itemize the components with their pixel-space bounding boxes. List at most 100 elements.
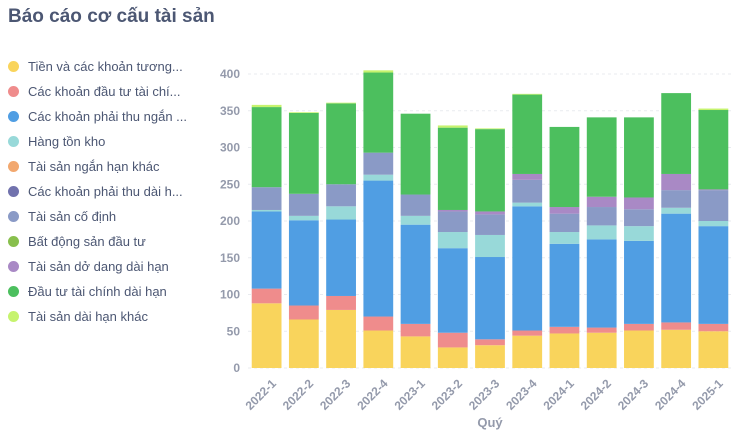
bar-segment[interactable] (437, 209, 468, 212)
bar-segment[interactable] (698, 110, 729, 190)
bar-segment[interactable] (437, 232, 468, 249)
bar-segment[interactable] (363, 174, 394, 181)
bar-segment[interactable] (624, 240, 654, 324)
bar-segment[interactable] (400, 336, 431, 368)
bar-segment[interactable] (326, 309, 356, 368)
bar-segment[interactable] (363, 316, 394, 331)
bar-segment[interactable] (363, 72, 394, 153)
bar-segment[interactable] (661, 173, 692, 191)
bar-segment[interactable] (400, 323, 431, 337)
bar-segment[interactable] (437, 347, 468, 368)
legend-item[interactable]: Tài sản ngắn hạn khác (8, 154, 200, 179)
bar-segment[interactable] (251, 288, 282, 304)
bar-segment[interactable] (698, 189, 729, 191)
bar-segment[interactable] (288, 112, 319, 194)
bar-segment[interactable] (400, 224, 431, 324)
legend-item[interactable]: Tiền và các khoản tương... (8, 54, 200, 79)
bar-segment[interactable] (549, 243, 580, 327)
bar-segment[interactable] (288, 305, 319, 320)
bar-segment[interactable] (549, 207, 580, 214)
bar-segment[interactable] (475, 211, 505, 215)
bar-segment[interactable] (326, 219, 356, 296)
bar-segment[interactable] (512, 93, 543, 95)
bar-segment[interactable] (624, 323, 654, 331)
bar-segment[interactable] (326, 103, 356, 185)
bar-segment[interactable] (624, 330, 654, 368)
bar-segment[interactable] (363, 152, 394, 175)
bar-segment[interactable] (624, 226, 654, 241)
bar-segment[interactable] (326, 206, 356, 220)
bar-segment[interactable] (512, 173, 543, 180)
bar-segment[interactable] (512, 202, 543, 207)
bar-segment[interactable] (475, 345, 505, 368)
bar-segment[interactable] (586, 225, 617, 240)
bar-segment[interactable] (549, 126, 580, 208)
bar-segment[interactable] (549, 326, 580, 334)
bar-segment[interactable] (251, 187, 282, 210)
bar-segment[interactable] (400, 194, 431, 216)
bar-segment[interactable] (251, 104, 282, 108)
legend-item[interactable]: Tài sản dở dang dài hạn (8, 254, 200, 279)
bar-segment[interactable] (437, 127, 468, 210)
bar-segment[interactable] (586, 332, 617, 368)
bar-segment[interactable] (475, 339, 505, 346)
bar-segment[interactable] (549, 333, 580, 368)
bar-segment[interactable] (475, 214, 505, 235)
bar-segment[interactable] (400, 113, 431, 195)
bar-segment[interactable] (512, 335, 543, 368)
bar-segment[interactable] (698, 190, 729, 221)
bar-segment[interactable] (251, 303, 282, 368)
bar-segment[interactable] (661, 329, 692, 368)
bar-segment[interactable] (698, 221, 729, 227)
bar-segment[interactable] (624, 197, 654, 210)
legend-item[interactable]: Các khoản phải thu ngắn ... (8, 104, 200, 129)
bar-segment[interactable] (661, 322, 692, 330)
bar-segment[interactable] (288, 220, 319, 306)
bar-segment[interactable] (288, 193, 319, 216)
bar-segment[interactable] (475, 129, 505, 212)
bar-segment[interactable] (661, 213, 692, 323)
bar-segment[interactable] (326, 295, 356, 310)
bar-segment[interactable] (288, 319, 319, 368)
legend-item[interactable]: Đầu tư tài chính dài hạn (8, 279, 200, 304)
bar-segment[interactable] (698, 108, 729, 111)
bar-segment[interactable] (288, 215, 319, 221)
bar-segment[interactable] (326, 102, 356, 104)
bar-segment[interactable] (586, 239, 617, 328)
legend-item[interactable]: Các khoản đầu tư tài chí... (8, 79, 200, 104)
legend-item[interactable]: Bất động sản đầu tư (8, 229, 200, 254)
bar-segment[interactable] (400, 215, 431, 225)
bar-segment[interactable] (475, 234, 505, 258)
bar-segment[interactable] (251, 211, 282, 289)
bar-segment[interactable] (624, 209, 654, 227)
bar-segment[interactable] (624, 117, 654, 198)
bar-segment[interactable] (661, 190, 692, 208)
bar-segment[interactable] (251, 209, 282, 212)
legend-item[interactable]: Tài sản cố định (8, 204, 200, 229)
bar-segment[interactable] (363, 70, 394, 73)
bar-segment[interactable] (549, 232, 580, 244)
bar-segment[interactable] (586, 207, 617, 226)
bar-segment[interactable] (698, 323, 729, 332)
bar-segment[interactable] (586, 196, 617, 208)
bar-segment[interactable] (549, 213, 580, 233)
bar-segment[interactable] (363, 330, 394, 368)
bar-segment[interactable] (512, 330, 543, 336)
bar-segment[interactable] (661, 207, 692, 214)
bar-segment[interactable] (437, 211, 468, 233)
bar-segment[interactable] (475, 128, 505, 130)
bar-segment[interactable] (512, 179, 543, 203)
bar-segment[interactable] (698, 226, 729, 324)
bar-segment[interactable] (512, 206, 543, 331)
bar-segment[interactable] (661, 93, 692, 174)
bar-segment[interactable] (586, 327, 617, 333)
bar-segment[interactable] (475, 257, 505, 340)
bar-segment[interactable] (586, 117, 617, 197)
bar-segment[interactable] (437, 248, 468, 333)
bar-segment[interactable] (512, 94, 543, 174)
bar-segment[interactable] (288, 112, 319, 113)
bar-segment[interactable] (251, 107, 282, 188)
bar-segment[interactable] (437, 332, 468, 348)
legend-item[interactable]: Tài sản dài hạn khác (8, 304, 200, 329)
legend-item[interactable]: Các khoản phải thu dài h... (8, 179, 200, 204)
